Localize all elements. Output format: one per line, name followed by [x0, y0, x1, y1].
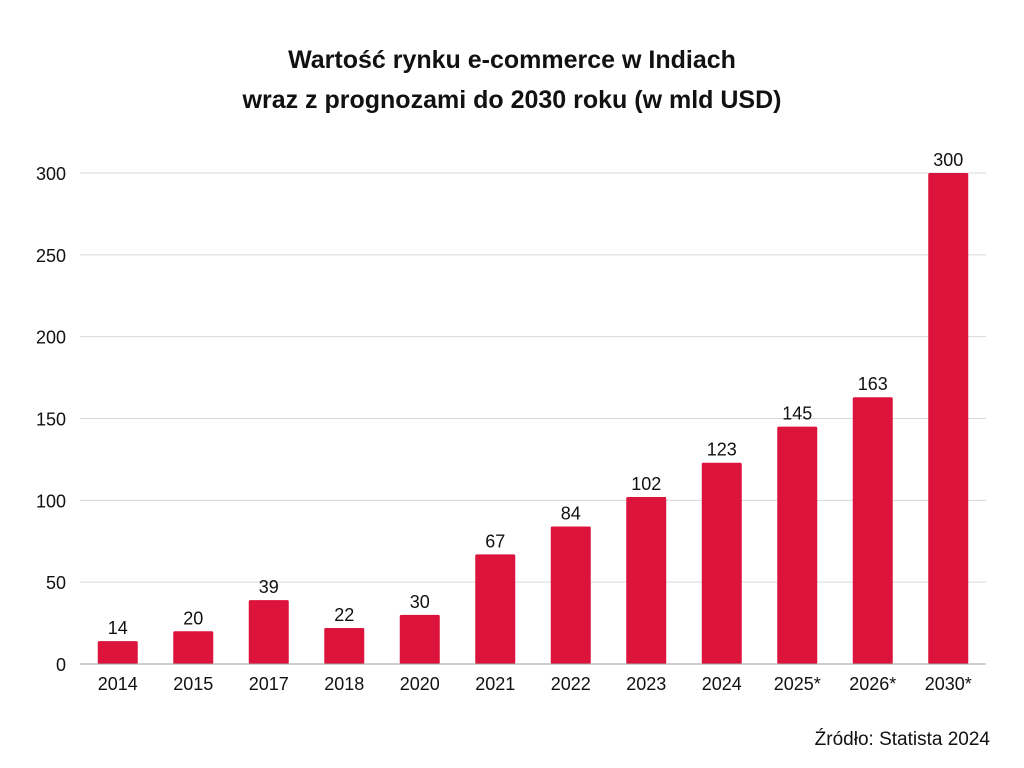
data-label: 67 — [485, 531, 505, 551]
bar — [852, 397, 893, 664]
bar — [626, 497, 667, 664]
x-tick-label: 2023 — [626, 674, 666, 694]
x-tick-label: 2018 — [324, 674, 364, 694]
bars — [97, 173, 969, 664]
bar — [399, 614, 440, 664]
data-labels: 14 20 39 22 30 67 84 102 123 145 163 300 — [108, 150, 964, 638]
chart-title: Wartość rynku e-commerce w Indiach wraz … — [0, 40, 1024, 120]
x-tick-label: 2021 — [475, 674, 515, 694]
x-tick-label: 2026* — [849, 674, 896, 694]
y-tick-label: 0 — [56, 655, 66, 675]
data-label: 39 — [259, 577, 279, 597]
y-tick-label: 150 — [36, 410, 66, 430]
data-label: 84 — [561, 504, 581, 524]
x-tick-label: 2022 — [551, 674, 591, 694]
bar — [173, 631, 214, 664]
x-tick-label: 2025* — [774, 674, 821, 694]
source-note: Źródło: Statista 2024 — [814, 729, 990, 750]
data-label: 102 — [631, 474, 661, 494]
y-axis-ticks: 0 50 100 150 200 250 300 — [36, 164, 66, 675]
chart-title-line-1: Wartość rynku e-commerce w Indiach — [288, 46, 736, 74]
y-tick-label: 250 — [36, 246, 66, 266]
x-tick-label: 2020 — [400, 674, 440, 694]
bar — [701, 462, 742, 664]
data-label: 14 — [108, 618, 128, 638]
x-tick-label: 2015 — [173, 674, 213, 694]
y-tick-label: 200 — [36, 328, 66, 348]
bar — [928, 173, 969, 664]
bar — [550, 526, 591, 664]
data-label: 300 — [933, 150, 963, 170]
x-tick-label: 2014 — [98, 674, 138, 694]
bar — [475, 554, 516, 664]
data-label: 20 — [183, 608, 203, 628]
data-label: 163 — [858, 374, 888, 394]
bar — [248, 600, 289, 664]
x-tick-label: 2017 — [249, 674, 289, 694]
x-tick-label: 2030* — [925, 674, 972, 694]
data-label: 145 — [782, 404, 812, 424]
data-label: 123 — [707, 440, 737, 460]
x-tick-label: 2024 — [702, 674, 742, 694]
y-tick-label: 50 — [46, 573, 66, 593]
data-label: 30 — [410, 592, 430, 612]
y-tick-label: 300 — [36, 164, 66, 184]
bar — [777, 426, 818, 664]
bar — [324, 627, 365, 664]
bar — [97, 641, 138, 664]
data-label: 22 — [334, 605, 354, 625]
x-axis-ticks: 2014 2015 2017 2018 2020 2021 2022 2023 2024 2025… — [98, 674, 972, 694]
y-tick-label: 100 — [36, 491, 66, 511]
chart-title-line-2: wraz z prognozami do 2030 roku (w mld US… — [242, 86, 782, 114]
gridlines — [80, 172, 986, 583]
